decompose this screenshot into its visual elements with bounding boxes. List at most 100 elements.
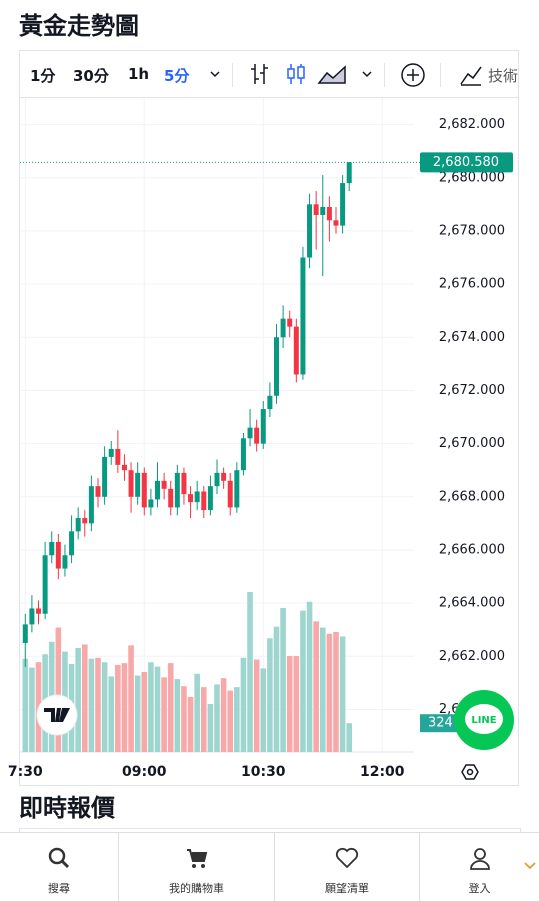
candle-body — [88, 486, 94, 524]
volume-bar — [273, 626, 280, 752]
candle-body — [194, 491, 200, 503]
volume-bar — [313, 621, 319, 752]
y-tick-label: 2,662.000 — [439, 649, 505, 664]
candle-body — [188, 494, 194, 503]
candle-style-icon[interactable] — [284, 61, 308, 87]
candle-body — [280, 318, 286, 338]
y-tick-label: 2,668.000 — [439, 489, 505, 504]
volume-bar — [300, 610, 306, 752]
candle-body — [141, 472, 147, 508]
candle-body — [267, 395, 273, 410]
candle-body — [240, 438, 246, 471]
volume-bar — [286, 656, 293, 752]
volume-bar — [280, 608, 286, 752]
volume-bar — [339, 636, 346, 752]
candle-body — [346, 162, 352, 184]
cart-icon — [186, 849, 207, 868]
nav-item[interactable]: 我的購物車 — [119, 833, 275, 901]
volume-bar — [187, 696, 194, 752]
candle-body — [333, 220, 339, 226]
volume-bar — [227, 690, 234, 752]
divider — [232, 63, 233, 87]
candle-body — [273, 337, 279, 396]
volume-bar — [260, 668, 267, 752]
volume-bar — [161, 677, 167, 752]
line-label: LINE — [471, 715, 496, 726]
y-tick-label: 2,680.000 — [439, 170, 505, 185]
settings-icon — [461, 764, 479, 780]
volume-bar — [220, 678, 227, 752]
area-style-icon[interactable] — [317, 61, 349, 87]
volume-bar — [154, 666, 161, 752]
volume-bar — [346, 723, 353, 752]
bottom-nav: 搜尋 我的購物車 願望清單 登入 — [0, 832, 539, 901]
search-icon — [48, 847, 70, 869]
candle-body — [221, 472, 227, 481]
candle-body — [121, 464, 127, 471]
volume-bar — [267, 638, 273, 752]
page-title: 黃金走勢圖 — [19, 12, 139, 40]
y-tick-label: 2,672.000 — [439, 383, 505, 398]
volume-bar — [75, 648, 81, 752]
grid — [20, 98, 414, 753]
x-tick-label: 09:00 — [122, 764, 167, 780]
candle-body — [293, 326, 299, 375]
candle-body — [29, 608, 35, 625]
nav-item[interactable]: 搜尋 — [0, 833, 119, 901]
volume-bar — [207, 704, 214, 752]
candle-layer — [22, 161, 352, 667]
candle-body — [55, 541, 61, 569]
volume-bar — [234, 687, 240, 752]
y-tick-label: 2,682.000 — [439, 117, 505, 132]
chevron-icon[interactable] — [523, 861, 537, 871]
volume-bar — [247, 592, 253, 752]
user-icon — [469, 848, 490, 870]
candle-body — [247, 427, 253, 439]
candle-body — [207, 486, 213, 511]
indicator-button[interactable]: 技術 — [488, 67, 518, 85]
candle-body — [36, 608, 42, 614]
nav-item[interactable]: 願望清單 — [275, 833, 420, 901]
volume-bar — [326, 633, 333, 752]
x-tick-label: 10:30 — [241, 764, 286, 780]
volume-bar — [293, 656, 300, 752]
volume-bar — [240, 657, 247, 752]
add-icon[interactable] — [400, 62, 426, 88]
candle-body — [161, 480, 167, 489]
bar-style-icon[interactable] — [248, 61, 272, 87]
y-tick-label: 2,674.000 — [439, 330, 505, 345]
line-button[interactable]: LINE — [454, 690, 516, 752]
interval-button[interactable]: 30分 — [73, 67, 109, 85]
settings-hole — [466, 768, 474, 776]
nav-item[interactable]: 登入 — [420, 833, 539, 901]
candle-body — [115, 448, 121, 465]
candle-body — [42, 555, 48, 614]
volume-bar — [319, 627, 326, 752]
interval-button[interactable]: 1h — [128, 65, 150, 83]
candle-body — [148, 499, 154, 508]
y-tick-label: 2,666.000 — [439, 542, 505, 557]
volume-bar — [306, 601, 313, 752]
candle-body — [102, 456, 108, 497]
interval-button[interactable]: 1分 — [30, 67, 56, 85]
candle-body — [320, 207, 326, 215]
divider — [384, 63, 385, 87]
volume-bar — [55, 627, 62, 752]
interval-button[interactable]: 5分 — [164, 67, 190, 85]
candle-body — [49, 541, 55, 556]
candle-body — [128, 470, 134, 497]
volume-bar — [167, 663, 174, 752]
dropdown-icon[interactable] — [360, 67, 374, 81]
volume-bar — [22, 658, 29, 752]
candle-body — [260, 409, 266, 444]
volume-bar — [174, 679, 181, 752]
indicator-icon[interactable] — [458, 62, 484, 88]
volume-bar — [194, 673, 200, 752]
y-tick-label: 2,664.000 — [439, 596, 505, 611]
nav-label: 搜尋 — [48, 882, 70, 895]
volume-bar — [29, 667, 35, 752]
nav-label: 登入 — [468, 882, 491, 895]
volume-bar — [181, 686, 187, 752]
dropdown-icon[interactable] — [208, 67, 222, 81]
